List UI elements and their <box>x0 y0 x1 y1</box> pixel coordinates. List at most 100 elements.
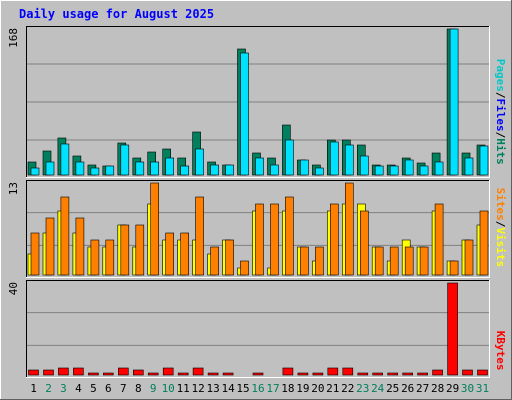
x-tick-label: 27 <box>416 382 429 395</box>
legend-item-kbytes-0: KBytes <box>494 331 507 371</box>
panel-sites: 13 Sites/Visits <box>7 180 507 278</box>
panel-kbytes: 40 KBytes <box>7 280 507 378</box>
bar-files-day-24 <box>374 165 384 176</box>
bar-files-day-17 <box>270 164 279 176</box>
x-tick-label: 15 <box>236 382 249 395</box>
x-tick-label: 3 <box>60 382 67 395</box>
bar-kbytes-day-10 <box>162 367 174 376</box>
bar-sites-day-4 <box>75 217 85 276</box>
x-tick-label: 31 <box>476 382 489 395</box>
bar-sites-day-12 <box>195 196 204 276</box>
bar-files-day-26 <box>404 159 414 176</box>
bar-kbytes-day-4 <box>73 367 84 376</box>
bar-kbytes-day-18 <box>282 367 294 376</box>
bar-files-day-5 <box>90 167 100 176</box>
legend-kbytes: KBytes <box>494 331 507 371</box>
x-tick-label: 6 <box>105 382 112 395</box>
bar-sites-day-7 <box>120 224 130 276</box>
bar-sites-day-31 <box>479 210 489 276</box>
bar-kbytes-day-3 <box>58 367 69 376</box>
bar-files-day-12 <box>195 148 204 176</box>
bar-sites-day-25 <box>389 246 399 276</box>
bar-files-day-15 <box>240 52 249 176</box>
x-tick-label: 26 <box>401 382 414 395</box>
bar-sites-day-20 <box>315 246 324 276</box>
bar-files-day-25 <box>389 165 399 176</box>
bar-files-day-22 <box>344 144 354 176</box>
bar-files-day-7 <box>120 144 130 176</box>
bar-kbytes-day-19 <box>297 372 309 376</box>
bar-sites-day-27 <box>419 246 429 276</box>
legend-item-hits-4: Hits <box>494 138 507 165</box>
bar-files-day-31 <box>479 145 489 176</box>
bar-kbytes-day-24 <box>372 372 384 376</box>
legend-hits: Pages/Files/Hits <box>494 59 507 165</box>
bar-sites-day-19 <box>300 246 309 276</box>
bar-files-day-14 <box>225 164 234 176</box>
bar-sites-day-8 <box>135 224 145 276</box>
bar-files-day-3 <box>60 143 70 176</box>
bar-sites-day-21 <box>329 203 339 276</box>
ymax-label-hits: 168 <box>7 28 20 48</box>
x-tick-label: 29 <box>446 382 459 395</box>
bar-files-day-10 <box>165 157 174 176</box>
bar-kbytes-day-8 <box>133 369 144 376</box>
bar-files-day-28 <box>434 161 444 176</box>
bar-sites-day-14 <box>225 239 234 276</box>
bar-files-day-11 <box>180 165 189 176</box>
legend-item-hits-3: / <box>494 132 507 139</box>
bar-sites-day-24 <box>374 246 384 276</box>
x-tick-label: 1 <box>30 382 37 395</box>
bar-sites-day-16 <box>255 203 264 276</box>
bar-kbytes-day-28 <box>432 369 443 376</box>
bar-files-day-23 <box>359 155 369 176</box>
legend-item-hits-1: / <box>494 92 507 99</box>
bar-files-day-21 <box>329 141 339 176</box>
x-tick-label: 13 <box>206 382 219 395</box>
bar-sites-day-29 <box>449 260 459 276</box>
bar-kbytes-day-30 <box>462 369 473 376</box>
bar-files-day-4 <box>75 161 85 176</box>
bar-kbytes-day-26 <box>402 372 414 376</box>
bar-files-day-18 <box>285 139 294 176</box>
x-tick-label: 28 <box>431 382 444 395</box>
bar-sites-day-2 <box>45 217 55 276</box>
legend-item-sites-2: Visits <box>494 227 507 267</box>
bar-kbytes-day-27 <box>417 372 428 376</box>
bar-sites-day-17 <box>270 203 279 276</box>
bar-sites-day-13 <box>210 246 219 276</box>
bar-files-day-13 <box>210 164 219 176</box>
legend-item-sites-1: / <box>494 221 507 228</box>
chart-title: Daily usage for August 2025 <box>19 7 214 21</box>
legend-item-sites-0: Sites <box>494 188 507 221</box>
bar-kbytes-day-1 <box>28 369 39 376</box>
bar-files-day-29 <box>449 28 459 176</box>
bar-kbytes-day-9 <box>147 372 159 376</box>
x-tick-label: 12 <box>191 382 204 395</box>
x-tick-label: 24 <box>371 382 385 395</box>
bar-sites-day-15 <box>240 260 249 276</box>
legend-item-hits-2: Files <box>494 99 507 132</box>
x-tick-label: 30 <box>461 382 474 395</box>
bar-kbytes-day-25 <box>387 372 399 376</box>
bar-files-day-16 <box>255 157 264 176</box>
bar-kbytes-day-22 <box>342 367 354 376</box>
bar-sites-day-23 <box>359 210 369 276</box>
x-tick-label: 18 <box>281 382 294 395</box>
x-tick-label: 5 <box>90 382 97 395</box>
bar-kbytes-day-20 <box>312 372 324 376</box>
bar-files-day-6 <box>105 165 115 176</box>
bar-sites-day-11 <box>180 232 189 276</box>
x-tick-label: 7 <box>120 382 127 395</box>
x-tick-label: 10 <box>162 382 175 395</box>
bar-files-day-20 <box>315 167 324 176</box>
x-tick-label: 4 <box>75 382 82 395</box>
ymax-label-kbytes: 40 <box>7 282 20 295</box>
bar-sites-day-3 <box>60 196 70 276</box>
bar-files-day-8 <box>135 161 145 176</box>
x-tick-label: 17 <box>266 382 279 395</box>
legend-item-hits-0: Pages <box>494 59 507 92</box>
bar-kbytes-day-23 <box>357 372 369 376</box>
